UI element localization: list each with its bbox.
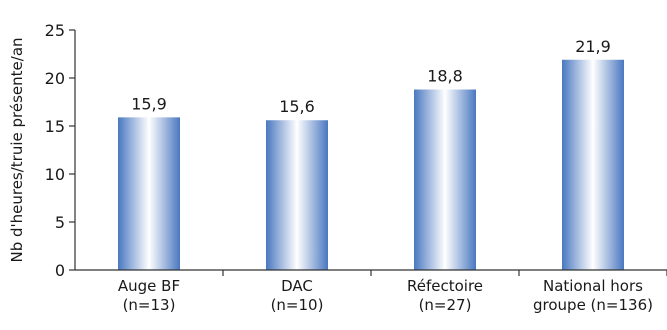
y-axis-title: Nb d'heures/truie présente/an <box>8 37 26 262</box>
y-tick-label: 0 <box>55 261 65 280</box>
data-label: 15,9 <box>131 94 167 113</box>
category-label: (n=27) <box>419 296 472 314</box>
data-label: 18,8 <box>427 67 463 86</box>
bar <box>118 117 180 270</box>
category-label: (n=10) <box>271 296 324 314</box>
data-label: 21,9 <box>575 37 611 56</box>
y-tick-label: 25 <box>45 21 65 40</box>
category-label: National hors <box>543 277 643 295</box>
y-tick-label: 15 <box>45 117 65 136</box>
data-label: 15,6 <box>279 97 315 116</box>
y-tick-label: 5 <box>55 213 65 232</box>
bar <box>414 89 476 271</box>
category-label: (n=13) <box>123 296 176 314</box>
category-label: groupe (n=136) <box>533 296 653 314</box>
y-tick-label: 20 <box>45 69 65 88</box>
category-label: DAC <box>281 277 313 295</box>
bar <box>266 120 328 271</box>
category-label: Auge BF <box>118 277 180 295</box>
y-tick-label: 10 <box>45 165 65 184</box>
bar <box>562 59 624 271</box>
category-label: Réfectoire <box>407 277 483 295</box>
